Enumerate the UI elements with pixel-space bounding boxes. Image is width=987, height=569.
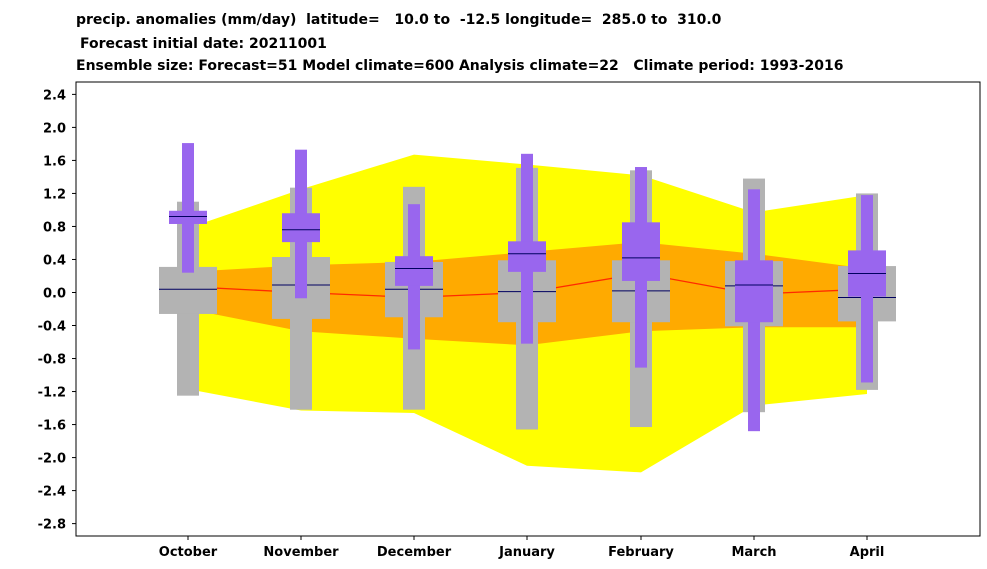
forecast-box [622,222,660,281]
month-boxplot-january [498,153,556,430]
forecast-box [508,241,546,272]
y-tick-label: 1.6 [43,154,66,169]
month-boxplot-february [612,167,670,428]
forecast-box [395,256,433,286]
model-climate-box [159,266,217,314]
forecast-box [169,210,207,224]
y-tick-label: -2.8 [38,518,66,533]
y-tick-label: -1.6 [38,419,66,434]
x-tick-label: January [498,545,555,560]
y-tick-label: 0.0 [43,286,66,301]
y-tick-label: -0.8 [38,353,66,368]
chart-title-line-3: Ensemble size: Forecast=51 Model climate… [76,58,844,74]
chart-title-line-1: precip. anomalies (mm/day) latitude= 10.… [76,12,722,28]
y-tick-label: -2.0 [38,452,66,467]
x-tick-label: February [608,545,674,560]
y-tick-label: -0.4 [38,320,66,335]
month-boxplot-april [838,193,896,390]
y-tick-label: 0.4 [43,253,66,268]
x-tick-label: November [263,545,339,560]
y-tick-label: -2.4 [38,485,66,500]
x-tick-label: April [850,545,885,560]
y-tick-label: 1.2 [43,187,66,202]
plot-frame [75,81,981,537]
x-tick-label: October [159,545,218,560]
y-tick-label: 2.0 [43,121,66,136]
month-boxplot-december [385,186,443,410]
box-plots [159,143,896,432]
y-tick-label: -1.2 [38,386,66,401]
month-boxplot-march [725,178,783,432]
x-tick-label: December [377,545,452,560]
forecast-whisker [182,143,194,273]
forecast-box [282,213,320,243]
y-tick-label: 0.8 [43,220,66,235]
month-boxplot-november [272,149,330,410]
month-boxplot-october [159,143,217,396]
chart-title-line-2: Forecast initial date: 20211001 [80,36,327,52]
y-tick-label: 2.4 [43,88,66,103]
x-tick-label: March [731,545,776,560]
axes: 2.4 2.0 1.6 1.2 0.8 0.4 0.0 -0.4 -0.8 -1.2 -1.6 -2.… [38,81,981,560]
forecast-box [735,260,773,323]
